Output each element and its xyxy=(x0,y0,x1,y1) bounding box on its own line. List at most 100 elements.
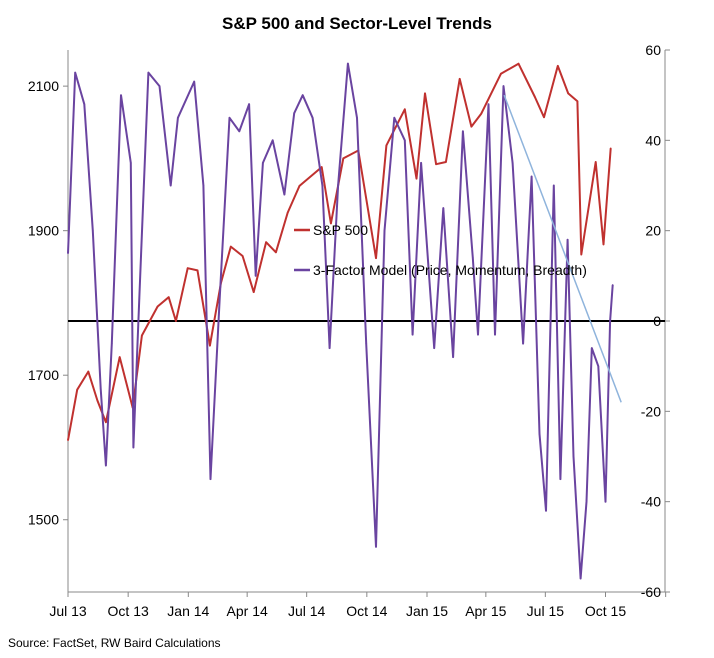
data-point-sp500 xyxy=(230,245,232,248)
data-point-sp500 xyxy=(375,257,377,259)
data-point-sp500 xyxy=(424,92,426,95)
data-point-model xyxy=(218,297,221,300)
data-point-model xyxy=(202,184,205,187)
left-tick-label: 1500 xyxy=(28,512,59,528)
x-tick-label: Jul 14 xyxy=(288,603,326,619)
data-point-sp500 xyxy=(385,144,388,147)
data-point-model xyxy=(356,117,358,119)
data-point-sp500 xyxy=(458,78,461,80)
data-point-sp500 xyxy=(517,62,520,65)
data-point-sp500 xyxy=(567,92,569,95)
data-point-sp500 xyxy=(186,267,189,270)
data-point-sp500 xyxy=(118,356,121,358)
data-point-model xyxy=(337,184,339,187)
data-point-model xyxy=(120,94,122,96)
data-point-sp500 xyxy=(141,334,143,337)
data-point-sp500 xyxy=(76,388,78,391)
data-point-model xyxy=(271,139,274,142)
data-point-sp500 xyxy=(330,222,332,225)
data-point-sp500 xyxy=(286,211,289,214)
left-tick-label: 1700 xyxy=(28,367,59,383)
right-tick-label: -20 xyxy=(641,403,661,419)
x-tick-label: Oct 14 xyxy=(346,603,387,619)
data-point-model xyxy=(420,162,422,164)
data-point-sp500 xyxy=(557,65,559,67)
data-point-model xyxy=(83,103,86,105)
data-point-model xyxy=(572,455,575,458)
series-line-model xyxy=(67,62,614,580)
data-point-sp500 xyxy=(415,177,418,180)
data-point-sp500 xyxy=(342,157,345,160)
data-point-model xyxy=(553,184,555,187)
data-point-model xyxy=(611,284,614,286)
data-point-model xyxy=(99,388,102,390)
data-point-sp500 xyxy=(196,269,199,272)
data-point-model xyxy=(147,71,150,74)
legend-label-model: 3-Factor Model (Price, Momentum, Breadth… xyxy=(313,262,587,278)
x-tick-label: Apr 15 xyxy=(465,603,506,619)
data-point-sp500 xyxy=(209,344,211,347)
data-point-model xyxy=(404,139,406,142)
data-point-sp500 xyxy=(609,147,612,150)
data-point-model xyxy=(579,577,582,580)
data-point-sp500 xyxy=(105,421,107,424)
data-point-model xyxy=(158,85,161,87)
source-note: Source: FactSet, RW Baird Calculations xyxy=(8,636,221,650)
x-tick-label: Jan 15 xyxy=(406,603,448,619)
data-point-model xyxy=(511,162,514,164)
data-point-model xyxy=(585,500,588,503)
legend: S&P 500 3-Factor Model (Price, Momentum,… xyxy=(294,222,587,278)
data-point-model xyxy=(311,117,314,119)
data-point-sp500 xyxy=(175,320,177,322)
data-point-model xyxy=(597,365,600,368)
data-point-model xyxy=(74,71,76,74)
data-point-sp500 xyxy=(265,241,267,243)
data-point-model xyxy=(238,130,241,133)
x-tick-label: Jan 14 xyxy=(167,603,209,619)
chart-title: S&P 500 and Sector-Level Trends xyxy=(222,14,492,33)
data-point-model xyxy=(248,103,250,105)
data-point-model xyxy=(293,112,296,114)
data-point-model xyxy=(365,342,368,345)
data-point-model xyxy=(538,433,541,435)
x-tick-label: Oct 15 xyxy=(585,603,626,619)
left-axis-ticks: 1500 1700 1900 2100 xyxy=(28,78,68,528)
data-point-model xyxy=(209,478,212,480)
data-point-model xyxy=(442,207,445,209)
data-point-model xyxy=(545,509,547,512)
data-point-model xyxy=(487,103,490,105)
series-layer xyxy=(67,62,665,580)
data-point-model xyxy=(254,275,257,277)
x-tick-label: Jul 13 xyxy=(49,603,87,619)
series-line-sp500 xyxy=(67,62,612,441)
left-tick-label: 2100 xyxy=(28,78,59,94)
data-point-sp500 xyxy=(298,185,301,187)
data-point-model xyxy=(138,297,141,300)
data-point-sp500 xyxy=(87,370,90,373)
right-tick-label: -40 xyxy=(641,494,661,510)
data-point-model xyxy=(462,130,464,133)
data-point-sp500 xyxy=(67,439,69,442)
data-point-model xyxy=(283,193,286,196)
data-point-model xyxy=(375,546,377,548)
data-point-model xyxy=(609,320,611,322)
data-point-model xyxy=(92,229,94,232)
data-point-sp500 xyxy=(543,116,545,118)
data-point-sp500 xyxy=(435,163,437,165)
data-point-model xyxy=(566,238,569,241)
data-point-model xyxy=(411,333,414,336)
data-point-model xyxy=(132,446,135,449)
data-point-sp500 xyxy=(156,305,159,308)
data-point-model xyxy=(262,162,264,164)
data-point-sp500 xyxy=(252,291,255,293)
data-point-sp500 xyxy=(500,73,502,75)
data-point-model xyxy=(591,347,593,349)
right-tick-label: 60 xyxy=(645,42,661,58)
trend-line xyxy=(503,94,622,403)
data-point-model xyxy=(559,478,562,480)
data-point-sp500 xyxy=(404,108,406,111)
data-point-sp500 xyxy=(96,399,99,402)
data-point-model xyxy=(530,175,533,178)
